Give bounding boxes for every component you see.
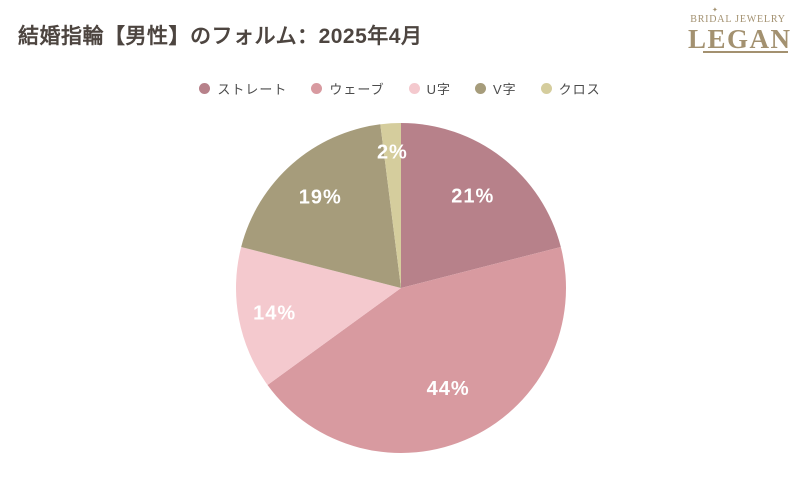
legend-label: ストレート xyxy=(217,82,288,97)
pie-data-label: 44% xyxy=(427,378,470,400)
pie-data-label: 2% xyxy=(377,142,408,164)
brand-tagline: BRIDAL JEWELRY xyxy=(690,14,786,25)
legend-item: クロス xyxy=(540,79,601,98)
pie-slice-クロス xyxy=(380,123,401,288)
pie-data-label: 19% xyxy=(299,187,342,209)
page-title: 結婚指輪【男性】のフォルム：2025年4月 xyxy=(18,25,423,48)
brand-name: LEGAN xyxy=(688,24,792,54)
brand-underline xyxy=(703,51,788,53)
pie-data-label: 21% xyxy=(451,186,494,208)
legend-label: クロス xyxy=(558,82,601,97)
legend-swatch xyxy=(199,83,211,94)
brand-logo: ✦ BRIDAL JEWELRY LEGAN xyxy=(688,7,792,54)
legend-label: ウェーブ xyxy=(329,82,385,97)
legend-label: V字 xyxy=(492,82,517,97)
pie-data-label: 14% xyxy=(253,302,296,324)
legend-swatch xyxy=(540,83,552,94)
legend-item: V字 xyxy=(474,79,517,98)
chart-legend: ストレート ウェーブ U字 V字 クロス xyxy=(0,79,800,98)
legend-swatch xyxy=(311,83,323,94)
legend-label: U字 xyxy=(426,82,451,97)
legend-item: ストレート xyxy=(199,79,287,98)
pie-slice-ウェーブ xyxy=(267,246,567,454)
legend-item: ウェーブ xyxy=(311,79,384,98)
pie-slice-U字 xyxy=(235,246,401,385)
pie-slice-V字 xyxy=(241,124,401,288)
legend-item: U字 xyxy=(408,79,451,98)
pie-slice-ストレート xyxy=(401,123,561,288)
sparkle-icon: ✦ xyxy=(712,7,718,14)
legend-swatch xyxy=(474,83,486,94)
legend-swatch xyxy=(408,83,420,94)
